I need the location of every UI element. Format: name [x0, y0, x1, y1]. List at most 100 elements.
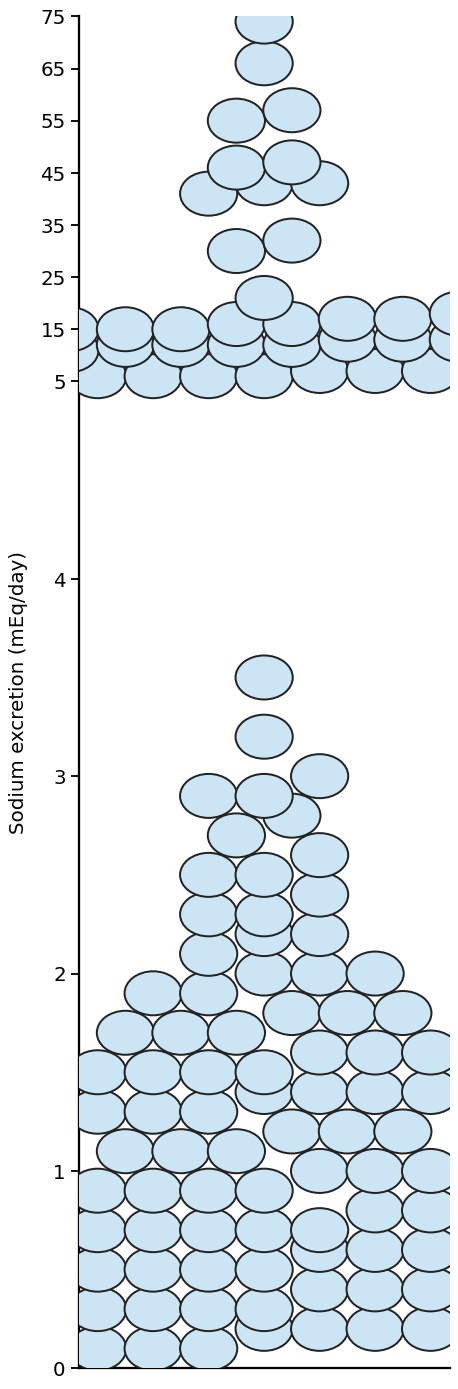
- Ellipse shape: [207, 1129, 265, 1174]
- Ellipse shape: [374, 297, 431, 342]
- Ellipse shape: [235, 0, 292, 44]
- Ellipse shape: [180, 172, 237, 215]
- Ellipse shape: [180, 932, 237, 976]
- Ellipse shape: [207, 99, 265, 143]
- Ellipse shape: [207, 303, 265, 346]
- Ellipse shape: [14, 354, 71, 399]
- Ellipse shape: [14, 1247, 71, 1292]
- Ellipse shape: [263, 89, 320, 132]
- Ellipse shape: [180, 853, 237, 897]
- Ellipse shape: [97, 1011, 154, 1054]
- Ellipse shape: [207, 1011, 265, 1054]
- Ellipse shape: [207, 146, 265, 190]
- Ellipse shape: [346, 1228, 403, 1272]
- Ellipse shape: [346, 349, 403, 393]
- Ellipse shape: [69, 1050, 126, 1095]
- Ellipse shape: [235, 853, 292, 897]
- Ellipse shape: [235, 1168, 292, 1213]
- Ellipse shape: [290, 1031, 348, 1075]
- Ellipse shape: [41, 328, 98, 372]
- Ellipse shape: [401, 1228, 458, 1272]
- Ellipse shape: [346, 1307, 403, 1351]
- Ellipse shape: [125, 354, 181, 399]
- Ellipse shape: [152, 307, 209, 351]
- Ellipse shape: [0, 307, 43, 351]
- Ellipse shape: [346, 1031, 403, 1075]
- Ellipse shape: [69, 1247, 126, 1292]
- Y-axis label: Sodium excretion (mEq/day): Sodium excretion (mEq/day): [9, 551, 28, 833]
- Ellipse shape: [0, 1326, 15, 1371]
- Ellipse shape: [14, 1326, 71, 1371]
- Ellipse shape: [152, 324, 209, 367]
- Ellipse shape: [125, 1247, 181, 1292]
- Ellipse shape: [235, 774, 292, 818]
- Ellipse shape: [457, 1189, 458, 1232]
- Ellipse shape: [235, 913, 292, 956]
- Ellipse shape: [125, 1090, 181, 1133]
- Ellipse shape: [457, 1031, 458, 1075]
- Ellipse shape: [290, 872, 348, 917]
- Ellipse shape: [235, 161, 292, 206]
- Ellipse shape: [263, 219, 320, 263]
- Ellipse shape: [235, 656, 292, 700]
- Ellipse shape: [235, 1247, 292, 1292]
- Ellipse shape: [290, 1070, 348, 1114]
- Ellipse shape: [346, 1189, 403, 1232]
- Ellipse shape: [457, 1307, 458, 1351]
- Ellipse shape: [235, 1208, 292, 1253]
- Ellipse shape: [207, 814, 265, 857]
- Ellipse shape: [207, 229, 265, 274]
- Ellipse shape: [290, 161, 348, 206]
- Ellipse shape: [14, 1208, 71, 1253]
- Ellipse shape: [180, 774, 237, 818]
- Ellipse shape: [125, 1208, 181, 1253]
- Ellipse shape: [69, 1208, 126, 1253]
- Ellipse shape: [263, 1110, 320, 1153]
- Ellipse shape: [290, 1228, 348, 1272]
- Ellipse shape: [152, 1129, 209, 1174]
- Ellipse shape: [180, 1208, 237, 1253]
- Ellipse shape: [401, 349, 458, 393]
- Ellipse shape: [401, 1031, 458, 1075]
- Ellipse shape: [14, 1168, 71, 1213]
- Ellipse shape: [180, 1288, 237, 1331]
- Ellipse shape: [429, 318, 458, 363]
- Ellipse shape: [0, 1208, 15, 1253]
- Ellipse shape: [318, 297, 376, 342]
- Ellipse shape: [346, 1070, 403, 1114]
- Ellipse shape: [374, 1110, 431, 1153]
- Ellipse shape: [180, 1247, 237, 1292]
- Ellipse shape: [97, 307, 154, 351]
- Ellipse shape: [318, 318, 376, 363]
- Ellipse shape: [235, 1070, 292, 1114]
- Ellipse shape: [263, 992, 320, 1035]
- Ellipse shape: [401, 1267, 458, 1311]
- Ellipse shape: [374, 992, 431, 1035]
- Ellipse shape: [235, 42, 292, 86]
- Ellipse shape: [69, 1090, 126, 1133]
- Ellipse shape: [290, 1149, 348, 1193]
- Ellipse shape: [290, 754, 348, 799]
- Ellipse shape: [0, 1247, 15, 1292]
- Ellipse shape: [263, 303, 320, 346]
- Ellipse shape: [69, 1168, 126, 1213]
- Ellipse shape: [290, 1208, 348, 1253]
- Ellipse shape: [69, 354, 126, 399]
- Ellipse shape: [180, 971, 237, 1015]
- Ellipse shape: [457, 1267, 458, 1311]
- Ellipse shape: [263, 793, 320, 838]
- Ellipse shape: [69, 1326, 126, 1371]
- Ellipse shape: [97, 1129, 154, 1174]
- Ellipse shape: [235, 276, 292, 321]
- Ellipse shape: [180, 354, 237, 399]
- Ellipse shape: [457, 1149, 458, 1193]
- Ellipse shape: [14, 1050, 71, 1095]
- Ellipse shape: [290, 1267, 348, 1311]
- Ellipse shape: [207, 324, 265, 367]
- Ellipse shape: [0, 328, 43, 372]
- Ellipse shape: [374, 318, 431, 363]
- Ellipse shape: [401, 1189, 458, 1232]
- Ellipse shape: [180, 893, 237, 936]
- Ellipse shape: [180, 1168, 237, 1213]
- Ellipse shape: [125, 971, 181, 1015]
